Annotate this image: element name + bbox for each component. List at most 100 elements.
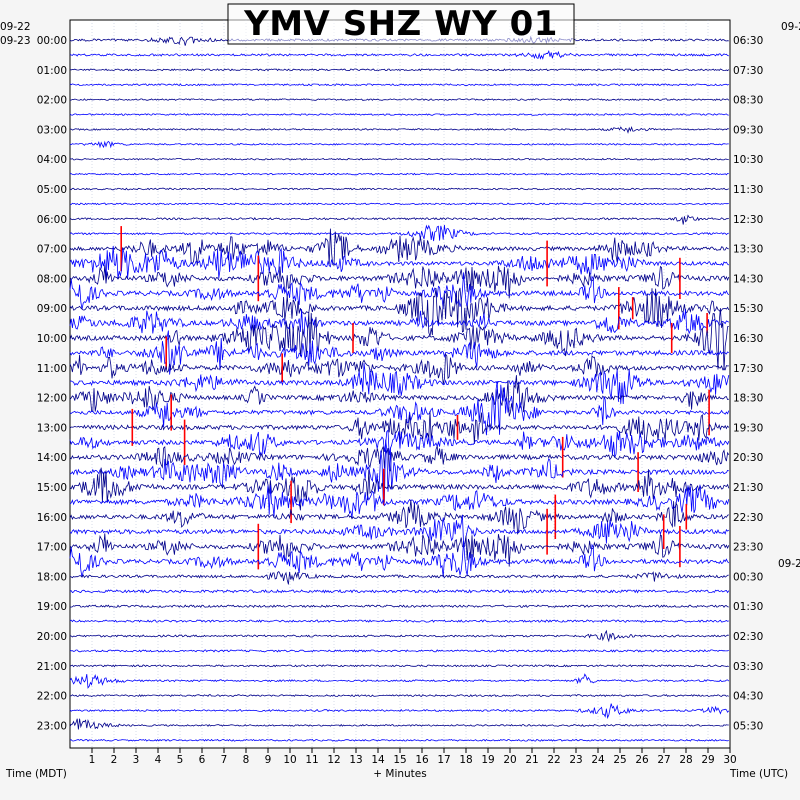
left-hour-label: 12:00 <box>37 393 67 405</box>
right-hour-label: 21:30 <box>733 482 763 494</box>
left-hour-label: 00:00 <box>37 35 67 47</box>
right-hour-label: 23:30 <box>733 542 763 554</box>
seismic-trace <box>69 202 729 206</box>
left-hour-label: 20:00 <box>37 631 67 643</box>
right-date-top: 09-2 <box>781 21 800 33</box>
seismic-trace <box>69 214 729 225</box>
seismic-trace <box>69 380 730 436</box>
left-hour-label: 15:00 <box>37 482 67 494</box>
right-hour-label: 09:30 <box>733 124 763 136</box>
left-hour-label: 10:00 <box>37 333 67 345</box>
right-hour-label: 07:30 <box>733 65 763 77</box>
seismic-trace <box>69 571 729 585</box>
x-tick-label: 21 <box>525 754 538 766</box>
x-tick-label: 12 <box>327 754 340 766</box>
left-hour-label: 04:00 <box>37 154 67 166</box>
right-hour-label: 12:30 <box>733 214 763 226</box>
right-hour-label: 10:30 <box>733 154 763 166</box>
right-hour-label: 22:30 <box>733 512 763 524</box>
x-tick-label: 17 <box>437 754 450 766</box>
seismic-trace <box>69 68 730 72</box>
x-tick-label: 15 <box>393 754 406 766</box>
x-tick-label: 20 <box>503 754 516 766</box>
left-hour-label: 21:00 <box>37 661 67 673</box>
seismic-trace <box>69 514 730 546</box>
left-hour-labels: 00:00 01:00 02:00 03:00 04:00 05:00 06:00 07:00… <box>37 35 67 732</box>
seismic-trace <box>69 703 730 720</box>
left-hour-label: 19:00 <box>37 601 67 613</box>
left-date-top: 09-22 <box>0 21 31 33</box>
chart-title: YMV SHZ WY 01 <box>243 4 558 44</box>
seismic-trace <box>69 533 730 567</box>
right-hour-label: 03:30 <box>733 661 763 673</box>
right-hour-label: 20:30 <box>733 452 763 464</box>
seismic-trace <box>69 228 729 266</box>
seismic-trace <box>69 664 729 668</box>
left-hour-label: 13:00 <box>37 422 67 434</box>
seismic-trace <box>69 619 729 623</box>
left-hour-label: 11:00 <box>37 363 67 375</box>
x-tick-label: 6 <box>199 754 206 766</box>
left-hour-label: 18:00 <box>37 571 67 583</box>
seismic-trace <box>69 140 729 149</box>
seismic-trace <box>69 308 730 337</box>
seismic-trace <box>69 245 730 280</box>
seismic-trace <box>69 375 729 417</box>
seismic-trace <box>69 308 729 371</box>
seismic-trace <box>69 353 729 385</box>
x-tick-label: 24 <box>591 754 605 766</box>
x-tick-label: 13 <box>349 754 362 766</box>
left-hour-label: 09:00 <box>37 303 67 315</box>
x-tick-label: 3 <box>133 754 140 766</box>
x-axis-label: + Minutes <box>373 768 426 780</box>
x-tick-label: 19 <box>481 754 494 766</box>
x-tick-label: 30 <box>723 754 736 766</box>
right-hour-label: 14:30 <box>733 273 763 285</box>
x-tick-label: 11 <box>305 754 318 766</box>
x-tick-label: 25 <box>613 754 626 766</box>
left-hour-label: 23:00 <box>37 720 67 732</box>
seismic-trace <box>69 673 730 689</box>
seismic-trace <box>69 410 730 445</box>
x-axis-ticks: 1 2 3 4 5 6 7 8 9 10 11 12 13 14 15 16 17 18 19 20 21 22 23 24 2… <box>89 748 737 766</box>
left-hour-label: 05:00 <box>37 184 67 196</box>
left-hour-label: 08:00 <box>37 273 67 285</box>
x-tick-label: 4 <box>155 754 162 766</box>
seismic-trace <box>69 500 729 535</box>
seismic-trace <box>69 330 730 375</box>
x-tick-label: 5 <box>177 754 184 766</box>
x-tick-label: 9 <box>265 754 272 766</box>
right-hour-label: 19:30 <box>733 422 763 434</box>
seismic-trace <box>69 540 730 578</box>
x-tick-label: 10 <box>283 754 296 766</box>
right-hour-label: 04:30 <box>733 691 763 703</box>
x-tick-label: 27 <box>657 754 670 766</box>
left-hour-label: 02:00 <box>37 95 67 107</box>
seismic-trace <box>69 126 729 134</box>
x-tick-label: 1 <box>89 754 96 766</box>
x-tick-label: 16 <box>415 754 429 766</box>
seismic-trace <box>69 718 729 730</box>
right-hour-label: 13:30 <box>733 244 763 256</box>
right-hour-label: 18:30 <box>733 393 763 405</box>
right-hour-label: 17:30 <box>733 363 763 375</box>
left-hour-label: 17:00 <box>37 542 67 554</box>
x-tick-label: 18 <box>459 754 472 766</box>
seismic-trace <box>69 629 729 643</box>
seismic-trace <box>70 98 730 102</box>
seismic-trace <box>69 445 730 472</box>
right-hour-label: 05:30 <box>733 720 763 732</box>
x-tick-label: 2 <box>111 754 118 766</box>
x-tick-label: 23 <box>569 754 582 766</box>
left-hour-label: 03:00 <box>37 124 67 136</box>
x-tick-label: 26 <box>635 754 649 766</box>
left-hour-label: 14:00 <box>37 452 67 464</box>
x-tick-label: 22 <box>547 754 560 766</box>
right-hour-label: 01:30 <box>733 601 763 613</box>
seismic-trace <box>69 50 729 60</box>
right-hour-label: 16:30 <box>733 333 763 345</box>
seismic-trace <box>69 604 729 609</box>
left-hour-label: 22:00 <box>37 691 67 703</box>
left-hour-label: 07:00 <box>37 244 67 256</box>
